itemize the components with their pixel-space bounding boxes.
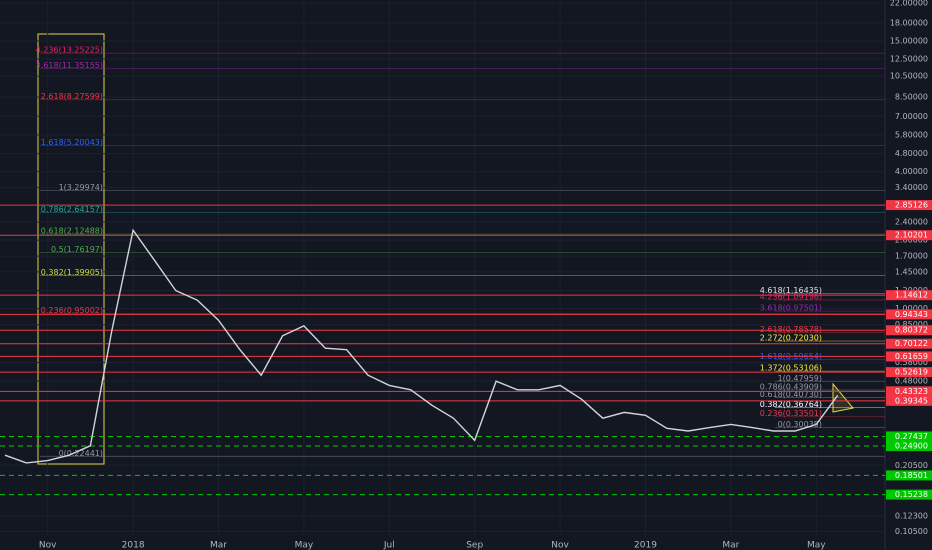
- fib-label: 0.786(2.64157): [41, 205, 103, 214]
- level-label: 0.80372: [895, 326, 928, 335]
- x-tick-label: Sep: [466, 541, 483, 550]
- fib-label: 4.236(1.09196): [760, 292, 822, 301]
- y-tick-label: 7.00000: [895, 112, 928, 121]
- x-tick-label: May: [807, 541, 826, 550]
- y-tick-label: 4.00000: [895, 167, 928, 176]
- level-tag: [886, 309, 932, 320]
- level-label: 0.43323: [895, 387, 928, 396]
- y-tick-label: 2.40000: [895, 218, 928, 227]
- y-tick-label: 15.00000: [890, 36, 928, 45]
- y-tick-label: 12.50000: [890, 54, 928, 63]
- y-tick-label: 0.58000: [895, 358, 928, 367]
- fib-label: 0.382(1.39905): [41, 268, 103, 277]
- level-label: 0.27437: [895, 432, 928, 441]
- level-label: 0.52619: [895, 368, 928, 377]
- x-tick-label: 2019: [634, 541, 657, 550]
- price-line: [4, 228, 839, 464]
- level-label: 0.61659: [895, 352, 928, 361]
- level-tag: [886, 200, 932, 211]
- fib-label: 4.236(13.25225): [36, 46, 103, 55]
- fib-label: 1(0.47959): [778, 374, 822, 383]
- y-tick-label: 5.80000: [895, 130, 928, 139]
- level-label: 0.70122: [895, 339, 928, 348]
- x-tick-label: 2018: [122, 541, 145, 550]
- y-tick-label: 1.70000: [895, 252, 928, 261]
- level-label: 2.10201: [895, 231, 928, 240]
- fib-label: 2.618(0.78578): [760, 325, 822, 334]
- level-tag: [886, 367, 932, 378]
- y-tick-label: 0.12300: [895, 511, 928, 520]
- fib-label: 3.618(0.97501): [760, 304, 822, 313]
- fib-box: [37, 33, 105, 465]
- level-tag: [886, 489, 932, 500]
- fib-label: 0(0.30035): [778, 420, 822, 429]
- fib-label: 1(3.29974): [59, 183, 103, 192]
- fib-label: 0.786(0.43909): [760, 382, 822, 391]
- y-tick-label: 3.40000: [895, 183, 928, 192]
- y-tick-label: 1.45000: [895, 267, 928, 276]
- x-tick-label: Mar: [722, 541, 739, 550]
- x-tick-label: May: [295, 541, 314, 550]
- fib-label: 0.382(0.36764): [760, 400, 822, 409]
- x-tick-label: Nov: [39, 541, 57, 550]
- y-tick-label: 10.50000: [890, 72, 928, 81]
- level-label: 0.39345: [895, 396, 928, 405]
- fib-label: 0.618(0.40730): [760, 390, 822, 399]
- y-tick-label: 0.85000: [895, 320, 928, 329]
- level-label: 0.24900: [895, 442, 928, 451]
- level-label: 0.15238: [895, 490, 928, 499]
- x-tick-label: Jul: [383, 541, 395, 550]
- x-tick-label: Nov: [551, 541, 569, 550]
- y-tick-label: 8.50000: [895, 93, 928, 102]
- fib-label: 0.236(0.95002): [41, 306, 103, 315]
- level-label: 2.85126: [895, 201, 928, 210]
- level-label: 1.14612: [895, 291, 928, 300]
- y-tick-label: 0.48000: [895, 377, 928, 386]
- level-label: 0.18501: [895, 471, 928, 480]
- level-tag: [886, 230, 932, 241]
- y-tick-label: 4.80000: [895, 149, 928, 158]
- y-tick-label: 18.00000: [890, 18, 928, 27]
- fib-label: 2.272(0.72030): [760, 334, 822, 343]
- fib-label: 0.236(0.33501): [760, 409, 822, 418]
- y-tick-label: 22.00000: [890, 0, 928, 8]
- y-tick-label: 0.20500: [895, 461, 928, 470]
- level-tag: [886, 441, 932, 452]
- fib-label: 0.5(1.76197): [51, 245, 103, 254]
- level-tag: [886, 351, 932, 362]
- level-tag: [886, 325, 932, 336]
- fib-label: 0.618(2.12488): [41, 227, 103, 236]
- y-tick-label: 0.10500: [895, 527, 928, 536]
- level-tag: [886, 470, 932, 481]
- fib-label: 4.618(1.16435): [760, 286, 822, 295]
- level-label: 0.94343: [895, 310, 928, 319]
- fib-label: 2.618(8.27599): [41, 92, 103, 101]
- level-tag: [886, 431, 932, 442]
- y-tick-label: 1.00000: [895, 304, 928, 313]
- level-tag: [886, 338, 932, 349]
- fib-label: 3.618(11.35155): [36, 61, 103, 70]
- x-tick-label: Mar: [210, 541, 227, 550]
- fib-label: 0(0.22441): [59, 449, 103, 458]
- fib-label: 1.618(5.20043): [41, 138, 103, 147]
- level-tag: [886, 290, 932, 301]
- level-tag: [886, 386, 932, 397]
- level-tag: [886, 395, 932, 406]
- fib-label: 1.372(0.53106): [760, 364, 822, 373]
